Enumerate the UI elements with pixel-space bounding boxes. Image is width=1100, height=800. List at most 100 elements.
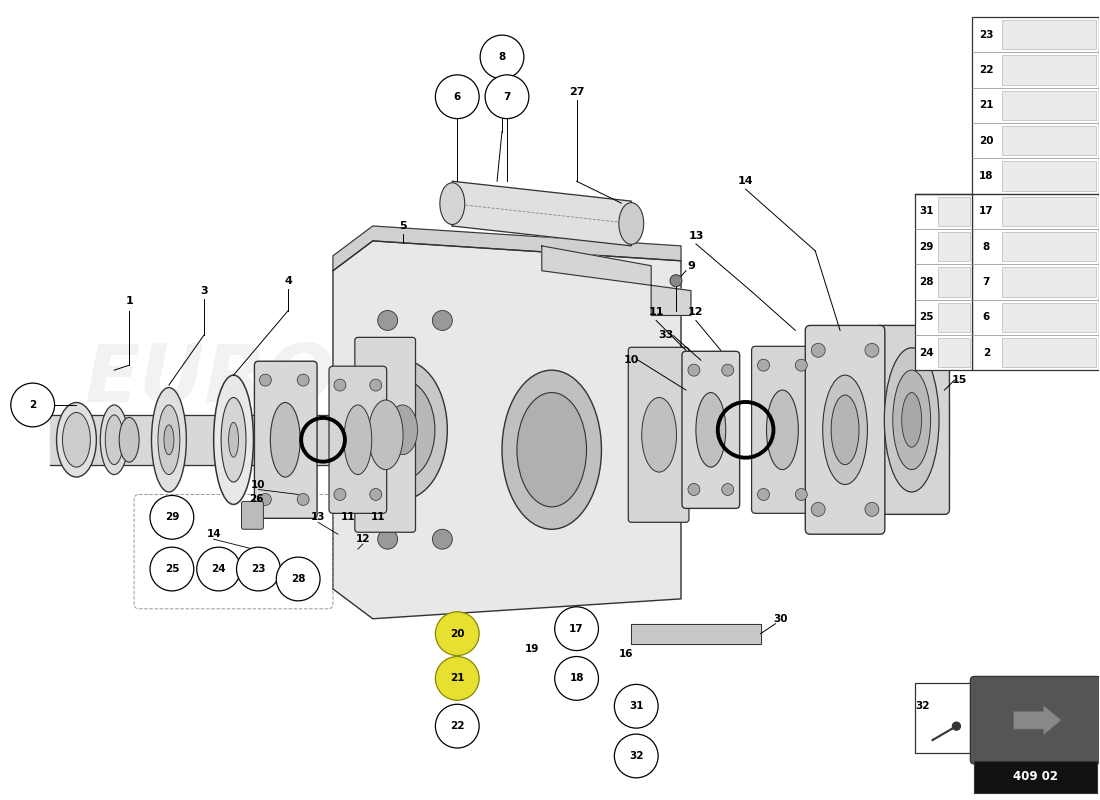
Circle shape: [377, 530, 397, 549]
Ellipse shape: [229, 422, 239, 457]
Text: 6: 6: [453, 92, 461, 102]
Ellipse shape: [213, 375, 253, 505]
Text: 29: 29: [165, 512, 179, 522]
Text: 24: 24: [920, 347, 934, 358]
Ellipse shape: [502, 370, 602, 530]
Circle shape: [795, 359, 807, 371]
Bar: [915, 683, 972, 753]
Ellipse shape: [271, 402, 300, 477]
Text: 11: 11: [371, 512, 385, 522]
Circle shape: [865, 343, 879, 358]
Bar: [937, 197, 970, 226]
Circle shape: [432, 310, 452, 330]
Text: 10: 10: [624, 355, 639, 366]
Ellipse shape: [387, 405, 418, 454]
Polygon shape: [756, 405, 949, 454]
Text: 13: 13: [689, 231, 704, 241]
Circle shape: [758, 489, 770, 501]
Circle shape: [953, 722, 960, 730]
Circle shape: [812, 502, 825, 516]
Bar: [1002, 302, 1096, 332]
Bar: [1002, 55, 1096, 85]
Ellipse shape: [641, 398, 676, 472]
Text: 14: 14: [738, 176, 754, 186]
Circle shape: [554, 657, 598, 700]
Text: 16: 16: [619, 649, 634, 658]
Circle shape: [276, 557, 320, 601]
Text: 28: 28: [290, 574, 306, 584]
Circle shape: [370, 489, 382, 501]
Circle shape: [297, 494, 309, 506]
Circle shape: [432, 530, 452, 549]
Text: 12: 12: [689, 307, 704, 318]
Bar: [1002, 232, 1096, 262]
Text: a passion for cars since 1985: a passion for cars since 1985: [361, 513, 543, 526]
Bar: [975, 761, 1097, 793]
Ellipse shape: [893, 370, 931, 470]
Circle shape: [722, 483, 734, 495]
Polygon shape: [631, 624, 760, 644]
Circle shape: [812, 343, 825, 358]
FancyBboxPatch shape: [355, 338, 416, 532]
Text: 2: 2: [982, 347, 990, 358]
Circle shape: [688, 364, 700, 376]
Bar: [937, 232, 970, 262]
Bar: [1002, 338, 1096, 367]
Bar: [1002, 90, 1096, 120]
Ellipse shape: [823, 375, 868, 485]
Text: 1: 1: [125, 295, 133, 306]
FancyBboxPatch shape: [751, 346, 814, 514]
Circle shape: [377, 310, 397, 330]
Text: 7: 7: [982, 277, 990, 287]
Text: 14: 14: [207, 530, 221, 539]
Text: 12: 12: [355, 534, 370, 544]
Text: 13: 13: [311, 512, 326, 522]
Ellipse shape: [106, 415, 123, 465]
Circle shape: [197, 547, 241, 591]
Text: 21: 21: [979, 101, 993, 110]
Text: 15: 15: [952, 375, 967, 385]
Text: EUROSPARES: EUROSPARES: [84, 341, 682, 419]
Circle shape: [436, 657, 480, 700]
Text: 18: 18: [570, 674, 584, 683]
Text: 25: 25: [165, 564, 179, 574]
Text: 22: 22: [450, 721, 464, 731]
Text: 10: 10: [251, 479, 266, 490]
FancyBboxPatch shape: [874, 326, 949, 514]
Bar: [1002, 20, 1096, 50]
Circle shape: [297, 374, 309, 386]
Circle shape: [334, 379, 345, 391]
Text: 17: 17: [570, 624, 584, 634]
Ellipse shape: [221, 398, 246, 482]
Text: 8: 8: [498, 52, 506, 62]
FancyBboxPatch shape: [805, 326, 884, 534]
Text: 20: 20: [450, 629, 464, 638]
Text: 5: 5: [399, 221, 406, 231]
Ellipse shape: [696, 393, 726, 467]
Bar: [915, 194, 972, 370]
Ellipse shape: [56, 402, 97, 477]
Ellipse shape: [884, 348, 939, 492]
FancyBboxPatch shape: [970, 677, 1100, 764]
Circle shape: [436, 75, 480, 118]
Ellipse shape: [371, 380, 435, 479]
Ellipse shape: [119, 418, 139, 462]
Text: 11: 11: [341, 512, 355, 522]
Circle shape: [615, 684, 658, 728]
Circle shape: [260, 494, 272, 506]
Circle shape: [615, 734, 658, 778]
Text: 30: 30: [773, 614, 788, 624]
Polygon shape: [542, 246, 691, 315]
Text: 22: 22: [979, 65, 993, 75]
Text: 28: 28: [920, 277, 934, 287]
Ellipse shape: [517, 393, 586, 507]
Text: 19: 19: [525, 643, 539, 654]
Text: 17: 17: [979, 206, 993, 216]
Text: 20: 20: [979, 136, 993, 146]
Text: 8: 8: [982, 242, 990, 252]
Circle shape: [688, 483, 700, 495]
Text: 409 02: 409 02: [1013, 770, 1058, 783]
Ellipse shape: [344, 405, 372, 474]
FancyBboxPatch shape: [242, 502, 263, 530]
Ellipse shape: [100, 405, 128, 474]
